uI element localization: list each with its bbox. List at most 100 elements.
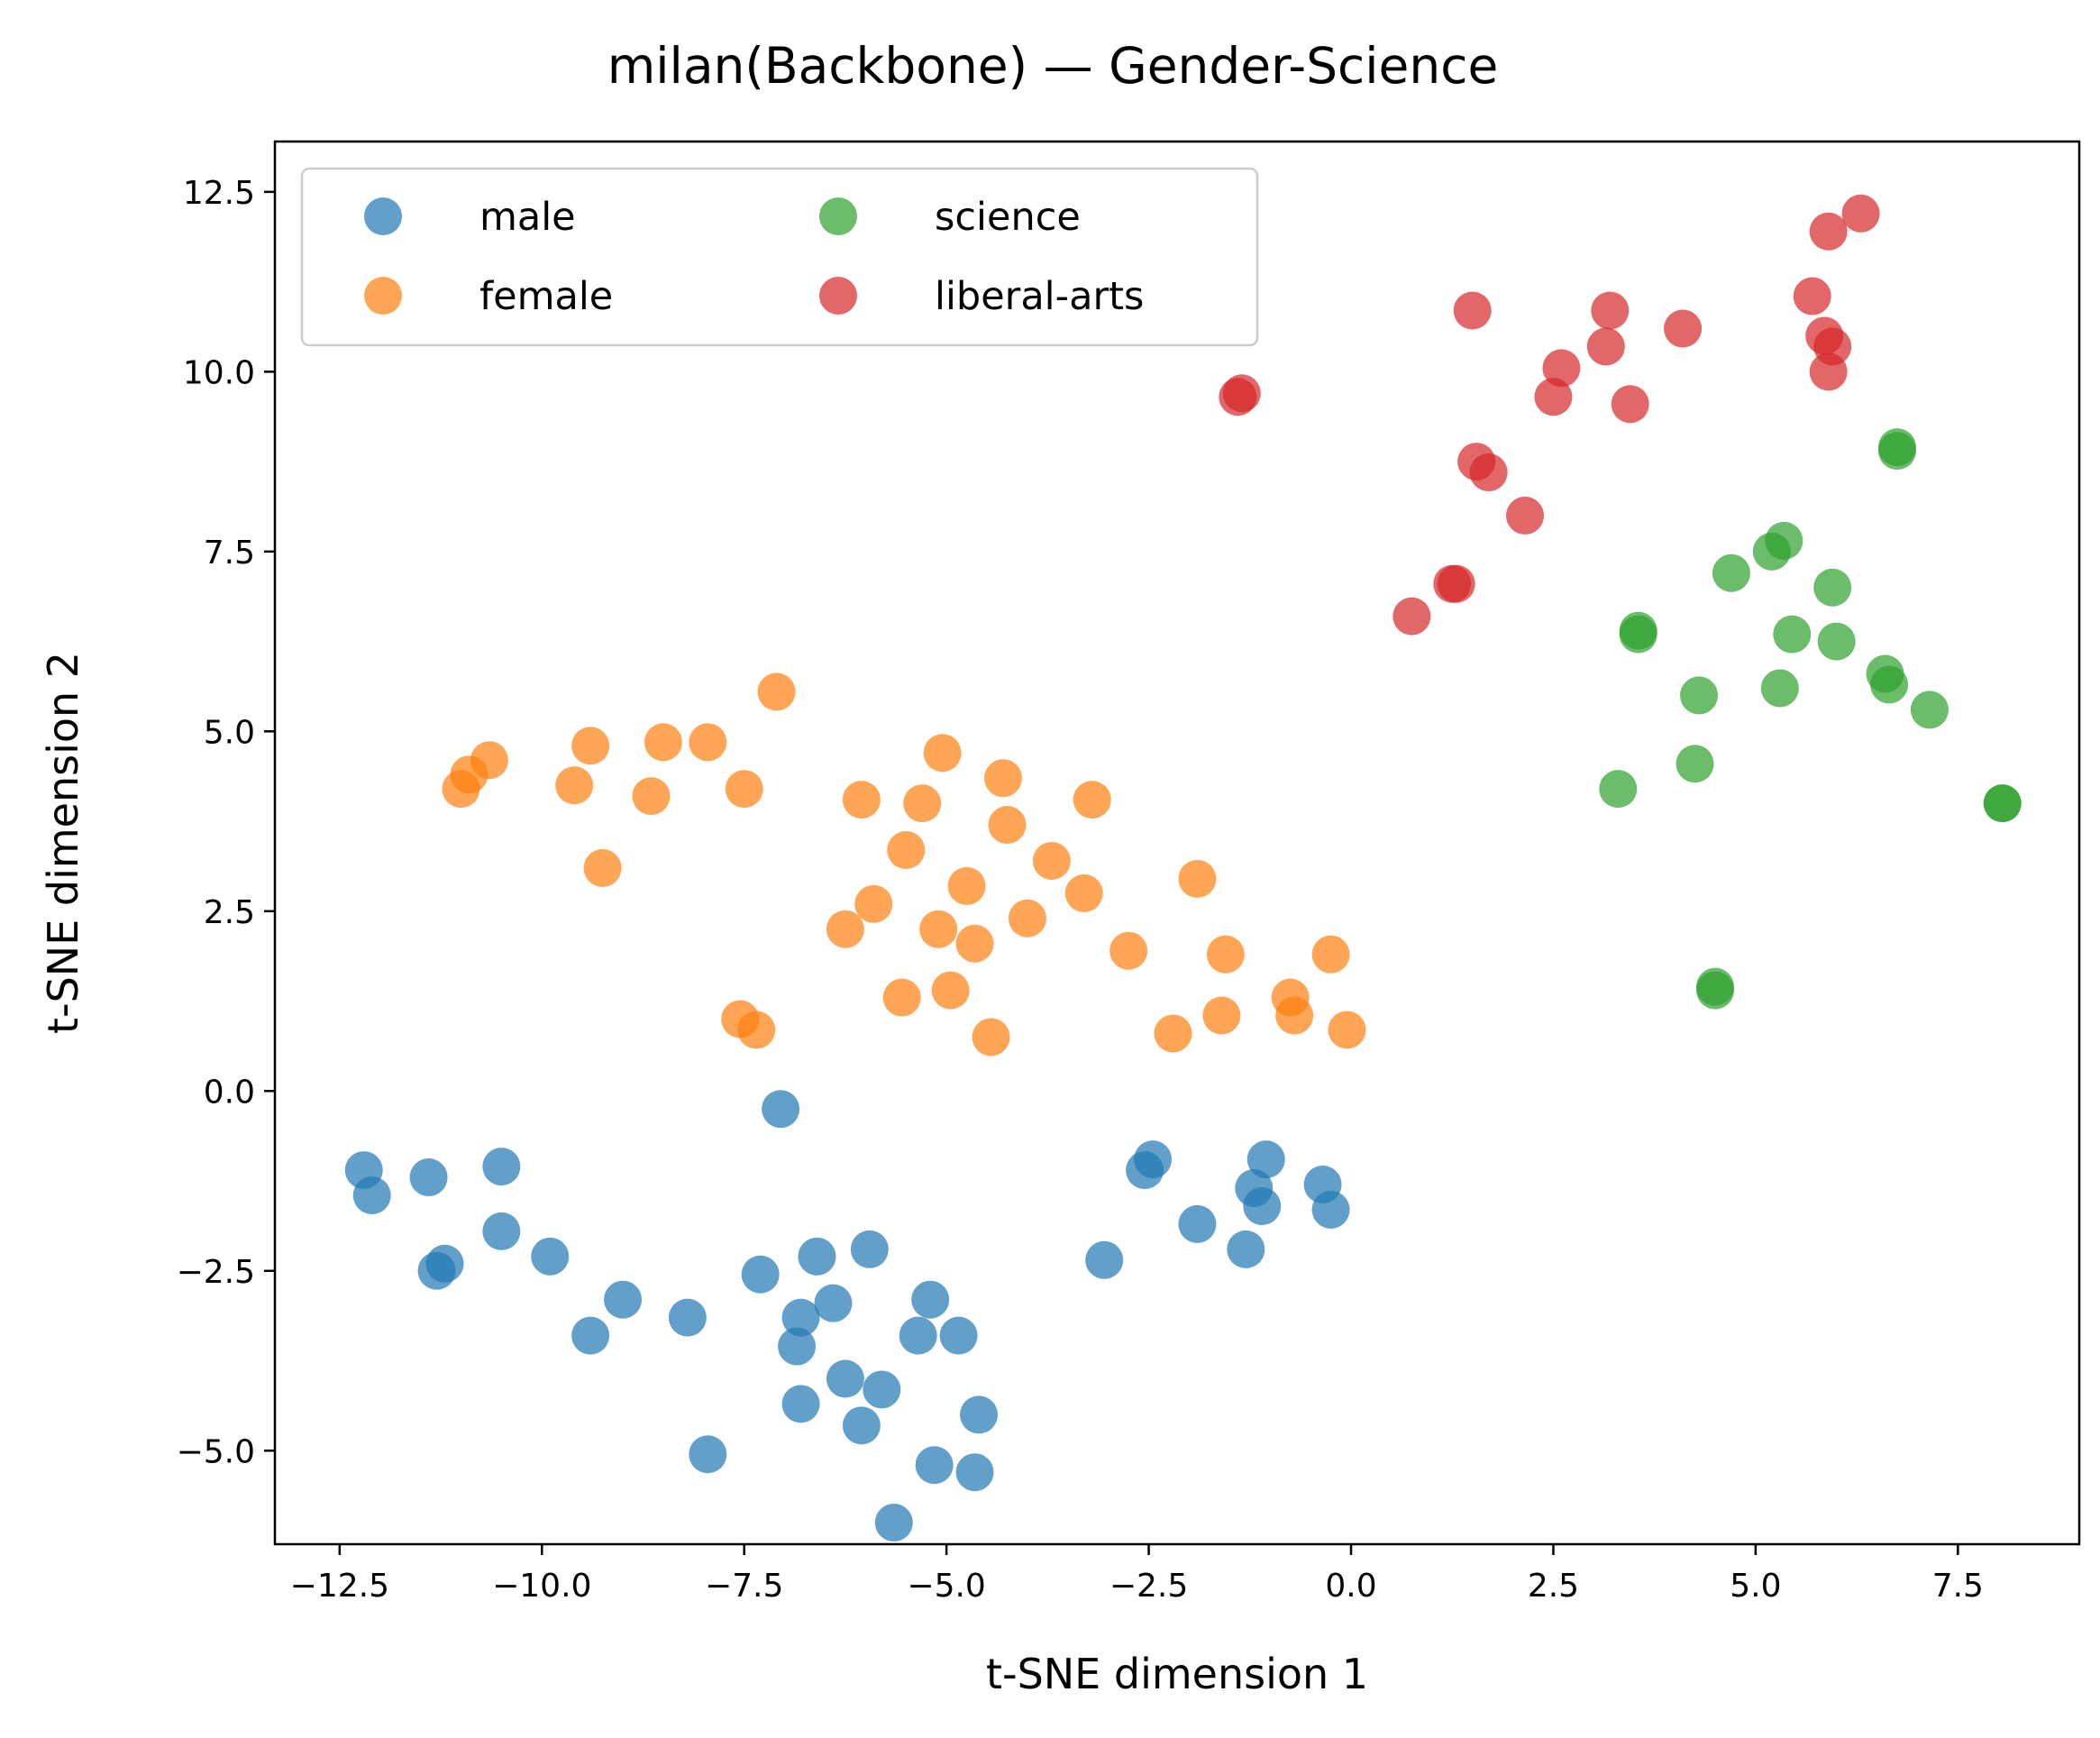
point-science-17 xyxy=(1878,428,1917,467)
points-layer xyxy=(344,194,2022,1542)
point-male-17 xyxy=(798,1237,836,1276)
point-female-24 xyxy=(972,1018,1010,1057)
point-science-4 xyxy=(1680,676,1719,715)
point-female-12 xyxy=(737,1011,776,1049)
point-female-21 xyxy=(931,971,970,1010)
x-tick-label-0: −12.5 xyxy=(290,1568,389,1605)
point-male-36 xyxy=(1243,1186,1282,1225)
y-tick-label-1: −2.5 xyxy=(177,1254,255,1291)
point-liberal-arts-17 xyxy=(1809,212,1848,251)
point-liberal-arts-11 xyxy=(1586,327,1625,366)
point-male-21 xyxy=(850,1230,889,1268)
y-axis: −5.0 −2.5 0.0 2.5 5.0 7.5 10.0 12.5 xyxy=(177,175,275,1470)
point-science-2 xyxy=(1619,615,1657,654)
point-male-27 xyxy=(939,1316,978,1355)
point-female-29 xyxy=(1064,874,1103,912)
point-female-15 xyxy=(854,884,893,923)
point-female-5 xyxy=(583,848,622,887)
legend-marker-liberal-arts xyxy=(819,277,857,315)
point-liberal-arts-9 xyxy=(1534,378,1573,416)
point-female-2 xyxy=(470,741,508,780)
point-male-13 xyxy=(762,1090,800,1129)
point-male-25 xyxy=(911,1280,950,1319)
point-male-26 xyxy=(915,1446,954,1485)
point-male-5 xyxy=(482,1148,521,1186)
point-female-39 xyxy=(1328,1011,1366,1049)
point-liberal-arts-7 xyxy=(1469,453,1508,492)
point-male-10 xyxy=(668,1298,707,1337)
point-male-2 xyxy=(409,1158,448,1197)
y-tick-label-4: 5.0 xyxy=(204,714,255,751)
point-liberal-arts-20 xyxy=(1841,194,1880,233)
point-female-37 xyxy=(1275,996,1314,1035)
point-male-6 xyxy=(482,1212,521,1250)
x-tick-label-3: −5.0 xyxy=(907,1568,985,1605)
x-tick-label-5: 0.0 xyxy=(1325,1568,1376,1605)
x-tick-label-2: −7.5 xyxy=(705,1568,783,1605)
point-male-1 xyxy=(352,1175,391,1214)
point-female-10 xyxy=(757,672,796,711)
x-tick-label-7: 5.0 xyxy=(1730,1568,1781,1605)
legend-marker-science xyxy=(819,197,857,235)
point-male-7 xyxy=(531,1237,570,1276)
legend-label-science: science xyxy=(935,195,1081,240)
point-liberal-arts-2 xyxy=(1392,597,1431,636)
point-female-8 xyxy=(689,723,727,762)
y-tick-label-0: −5.0 xyxy=(177,1433,255,1470)
point-male-15 xyxy=(778,1327,817,1366)
point-male-34 xyxy=(1227,1230,1265,1268)
point-female-35 xyxy=(1206,935,1245,974)
point-male-32 xyxy=(1126,1151,1164,1190)
point-female-22 xyxy=(947,866,986,905)
point-male-30 xyxy=(1085,1240,1124,1279)
point-female-6 xyxy=(632,777,671,816)
point-science-3 xyxy=(1675,745,1714,783)
point-science-9 xyxy=(1765,521,1803,560)
point-male-9 xyxy=(571,1316,610,1355)
x-tick-label-1: −10.0 xyxy=(492,1568,591,1605)
point-male-28 xyxy=(955,1453,994,1492)
point-science-7 xyxy=(1712,553,1750,592)
point-male-8 xyxy=(604,1280,643,1319)
point-female-9 xyxy=(725,770,763,809)
x-tick-label-6: 2.5 xyxy=(1528,1568,1579,1605)
legend: male female science liberal-arts xyxy=(300,167,1259,347)
point-male-20 xyxy=(842,1406,881,1445)
point-female-16 xyxy=(887,830,926,869)
point-male-37 xyxy=(1246,1140,1285,1179)
legend-marker-male xyxy=(364,197,402,235)
point-science-6 xyxy=(1696,967,1735,1006)
point-liberal-arts-10 xyxy=(1542,349,1581,388)
point-liberal-arts-14 xyxy=(1664,309,1703,348)
point-female-19 xyxy=(919,910,958,948)
point-female-20 xyxy=(923,734,962,773)
point-female-26 xyxy=(988,806,1027,845)
x-tick-label-8: 7.5 xyxy=(1932,1568,1984,1605)
point-male-33 xyxy=(1178,1204,1217,1243)
x-tick-label-4: −2.5 xyxy=(1109,1568,1188,1605)
point-female-3 xyxy=(555,766,594,805)
point-male-29 xyxy=(960,1395,999,1434)
point-science-10 xyxy=(1760,669,1799,708)
point-liberal-arts-12 xyxy=(1591,291,1630,330)
point-liberal-arts-13 xyxy=(1611,385,1649,424)
y-tick-label-6: 10.0 xyxy=(183,354,255,391)
y-tick-label-7: 12.5 xyxy=(183,175,255,212)
point-liberal-arts-15 xyxy=(1793,277,1831,316)
point-female-25 xyxy=(983,759,1022,798)
point-female-23 xyxy=(955,924,994,963)
point-science-18 xyxy=(1910,691,1949,729)
point-science-15 xyxy=(1870,665,1909,704)
point-male-14 xyxy=(781,1298,820,1337)
point-female-33 xyxy=(1178,859,1217,898)
point-science-12 xyxy=(1813,568,1852,607)
point-male-12 xyxy=(741,1255,780,1294)
point-male-19 xyxy=(826,1359,864,1398)
legend-box xyxy=(300,167,1259,347)
plot-frame xyxy=(273,140,2081,1546)
point-female-31 xyxy=(1109,931,1148,970)
point-science-0 xyxy=(1599,770,1638,809)
legend-marker-female xyxy=(364,277,402,315)
point-science-13 xyxy=(1817,622,1856,661)
